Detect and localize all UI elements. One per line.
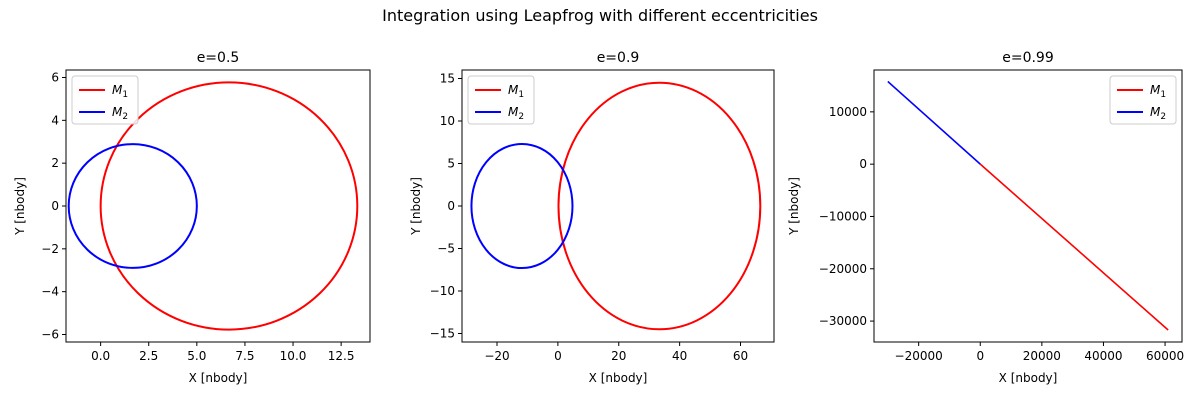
y-tick-label: −10 — [430, 284, 455, 298]
y-tick-label: 6 — [51, 70, 59, 84]
x-tick-label: 20 — [611, 349, 626, 363]
series-M2-orbit — [470, 142, 574, 270]
x-tick-label: 20000 — [1023, 349, 1061, 363]
figure-title: Integration using Leapfrog with differen… — [382, 6, 818, 25]
x-tick-label: 5.0 — [187, 349, 206, 363]
y-tick-label: −15 — [430, 327, 455, 341]
series-M2-orbit — [67, 143, 198, 269]
plot-area — [470, 81, 762, 331]
x-axis-label: X [nbody] — [999, 371, 1058, 385]
series-M1-orbit — [557, 81, 762, 331]
y-tick-label: −20000 — [819, 262, 867, 276]
x-axis-label: X [nbody] — [189, 371, 248, 385]
y-tick-label: −6 — [41, 328, 59, 342]
plot-area — [67, 81, 359, 331]
y-tick-label: 4 — [51, 113, 59, 127]
x-tick-label: 0.0 — [91, 349, 110, 363]
series-M1-path — [979, 163, 1169, 331]
panel-2: −20 0 20 40 60 −15 −10 −5 0 5 10 15 e=0.9 X [nbody] Y … — [409, 50, 775, 385]
y-tick-label: 2 — [51, 156, 59, 170]
x-tick-label: 10.0 — [280, 349, 307, 363]
series-M1-orbit — [99, 81, 359, 331]
x-tick-label: 7.5 — [235, 349, 254, 363]
y-tick-label: 5 — [447, 157, 455, 171]
y-tick-label: −10000 — [819, 209, 867, 223]
x-tick-label: 2.5 — [139, 349, 158, 363]
x-tick-label: −20000 — [895, 349, 943, 363]
legend-entry-subscript: 1 — [122, 90, 128, 100]
x-tick-label: 12.5 — [328, 349, 355, 363]
panel-title: e=0.9 — [597, 50, 640, 66]
panel-3: −20000 0 20000 40000 60000 −30000 −20000 −10000… — [787, 50, 1184, 385]
legend-entry-subscript: 2 — [518, 112, 524, 122]
panel-title: e=0.5 — [197, 50, 240, 66]
y-tick-label: −30000 — [819, 314, 867, 328]
legend-box — [71, 75, 139, 125]
axes-frame — [873, 69, 1183, 343]
legend-entry-subscript: 2 — [1160, 112, 1166, 122]
x-axis-label: X [nbody] — [589, 371, 648, 385]
y-tick-label: 10 — [440, 114, 455, 128]
y-tick-label: −5 — [437, 242, 455, 256]
y-tick-label: −2 — [41, 242, 59, 256]
series-M2-path — [887, 80, 981, 165]
x-tick-label: 40000 — [1084, 349, 1122, 363]
x-tick-label: 0 — [554, 349, 562, 363]
y-axis-label: Y [nbody] — [787, 177, 801, 236]
legend-box — [1109, 75, 1177, 125]
x-tick-label: 60000 — [1146, 349, 1184, 363]
legend-entry-subscript: 2 — [122, 112, 128, 122]
y-tick-label: 0 — [859, 157, 867, 171]
legend-entry-subscript: 1 — [518, 90, 524, 100]
x-tick-label: 0 — [976, 349, 984, 363]
legend-box — [467, 75, 535, 125]
plot-area — [887, 80, 1169, 331]
panel-1: 0.0 2.5 5.0 7.5 10.0 12.5 −6 −4 −2 0 2 4 6 e=0.5 X [nb… — [13, 50, 371, 385]
y-tick-label: 0 — [447, 199, 455, 213]
x-tick-label: 60 — [733, 349, 748, 363]
y-axis-label: Y [nbody] — [409, 177, 423, 236]
y-tick-label: 15 — [440, 72, 455, 86]
y-axis-label: Y [nbody] — [13, 177, 27, 236]
legend-entry-subscript: 1 — [1160, 90, 1166, 100]
x-tick-label: −20 — [484, 349, 509, 363]
y-tick-label: 10000 — [829, 105, 867, 119]
y-tick-label: −4 — [41, 285, 59, 299]
y-tick-label: 0 — [51, 199, 59, 213]
panel-title: e=0.99 — [1002, 50, 1054, 66]
x-tick-label: 40 — [672, 349, 687, 363]
